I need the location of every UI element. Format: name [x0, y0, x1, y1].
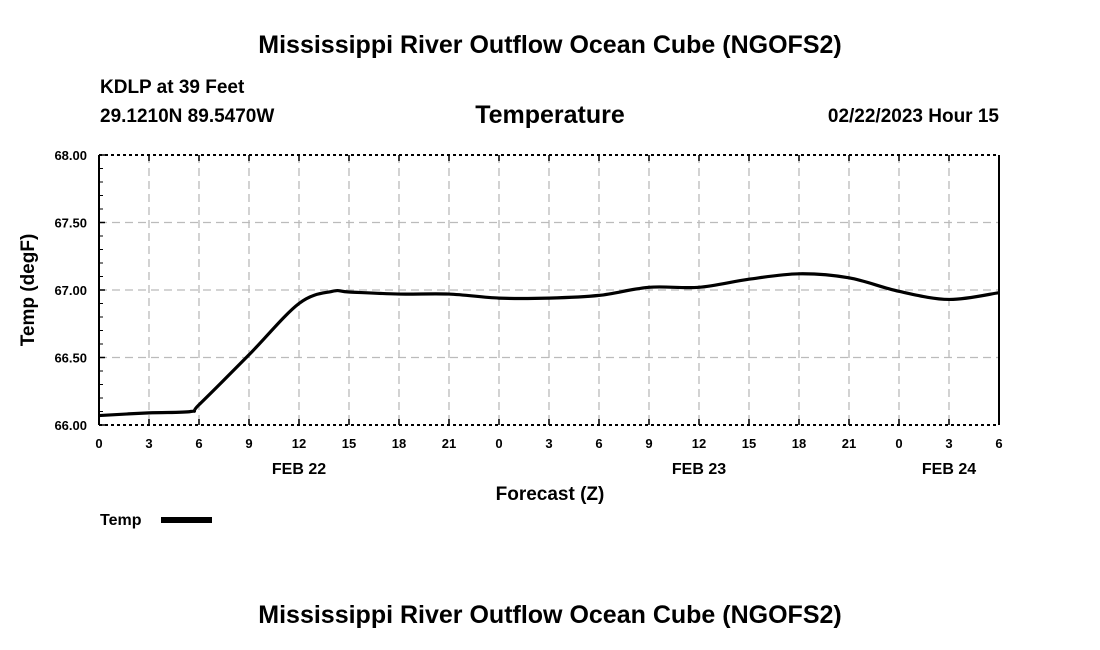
next-chart-title: Mississippi River Outflow Ocean Cube (NG… — [258, 601, 842, 629]
x-tick-label: 6 — [195, 436, 202, 451]
x-tick-label: 15 — [742, 436, 756, 451]
x-tick-label: 6 — [595, 436, 602, 451]
chart-main-title: Mississippi River Outflow Ocean Cube (NG… — [258, 31, 842, 59]
x-tick-label: 21 — [842, 436, 856, 451]
y-axis-label: Temp (degF) — [18, 234, 39, 347]
x-tick-label: 0 — [495, 436, 502, 451]
legend-label: Temp — [100, 512, 142, 529]
x-tick-label: 3 — [145, 436, 152, 451]
x-tick-label: 3 — [545, 436, 552, 451]
legend-swatch — [161, 517, 212, 523]
y-tick-label: 66.00 — [54, 418, 87, 433]
day-label: FEB 22 — [272, 461, 326, 478]
x-axis-label: Forecast (Z) — [496, 484, 605, 505]
y-tick-label: 68.00 — [54, 148, 87, 163]
y-tick-label: 67.00 — [54, 283, 87, 298]
x-tick-label: 3 — [945, 436, 952, 451]
day-label: FEB 24 — [922, 461, 976, 478]
x-tick-label: 21 — [442, 436, 456, 451]
station-coordinates: 29.1210N 89.5470W — [100, 106, 275, 127]
x-tick-label: 0 — [895, 436, 902, 451]
x-tick-label: 12 — [692, 436, 706, 451]
x-tick-label: 12 — [292, 436, 306, 451]
grid — [99, 155, 999, 425]
temp-series-line — [98, 272, 1000, 418]
x-tick-label: 9 — [245, 436, 252, 451]
x-tick-label: 18 — [792, 436, 806, 451]
day-label: FEB 23 — [672, 461, 726, 478]
x-tick-label: 9 — [645, 436, 652, 451]
chart-subtitle: Temperature — [475, 101, 625, 129]
tick-labels: 66.00 66.50 67.00 67.50 68.00 0 3 6 9 12 15 18 21 0 3 6… — [54, 148, 1002, 478]
y-tick-label: 66.50 — [54, 351, 87, 366]
series — [98, 272, 1000, 418]
station-label: KDLP at 39 Feet — [100, 77, 245, 98]
x-tick-label: 0 — [95, 436, 102, 451]
forecast-datetime: 02/22/2023 Hour 15 — [827, 106, 999, 127]
x-tick-label: 6 — [995, 436, 1002, 451]
x-tick-label: 15 — [342, 436, 356, 451]
y-tick-label: 67.50 — [54, 216, 87, 231]
x-tick-label: 18 — [392, 436, 406, 451]
axes — [98, 154, 1000, 426]
